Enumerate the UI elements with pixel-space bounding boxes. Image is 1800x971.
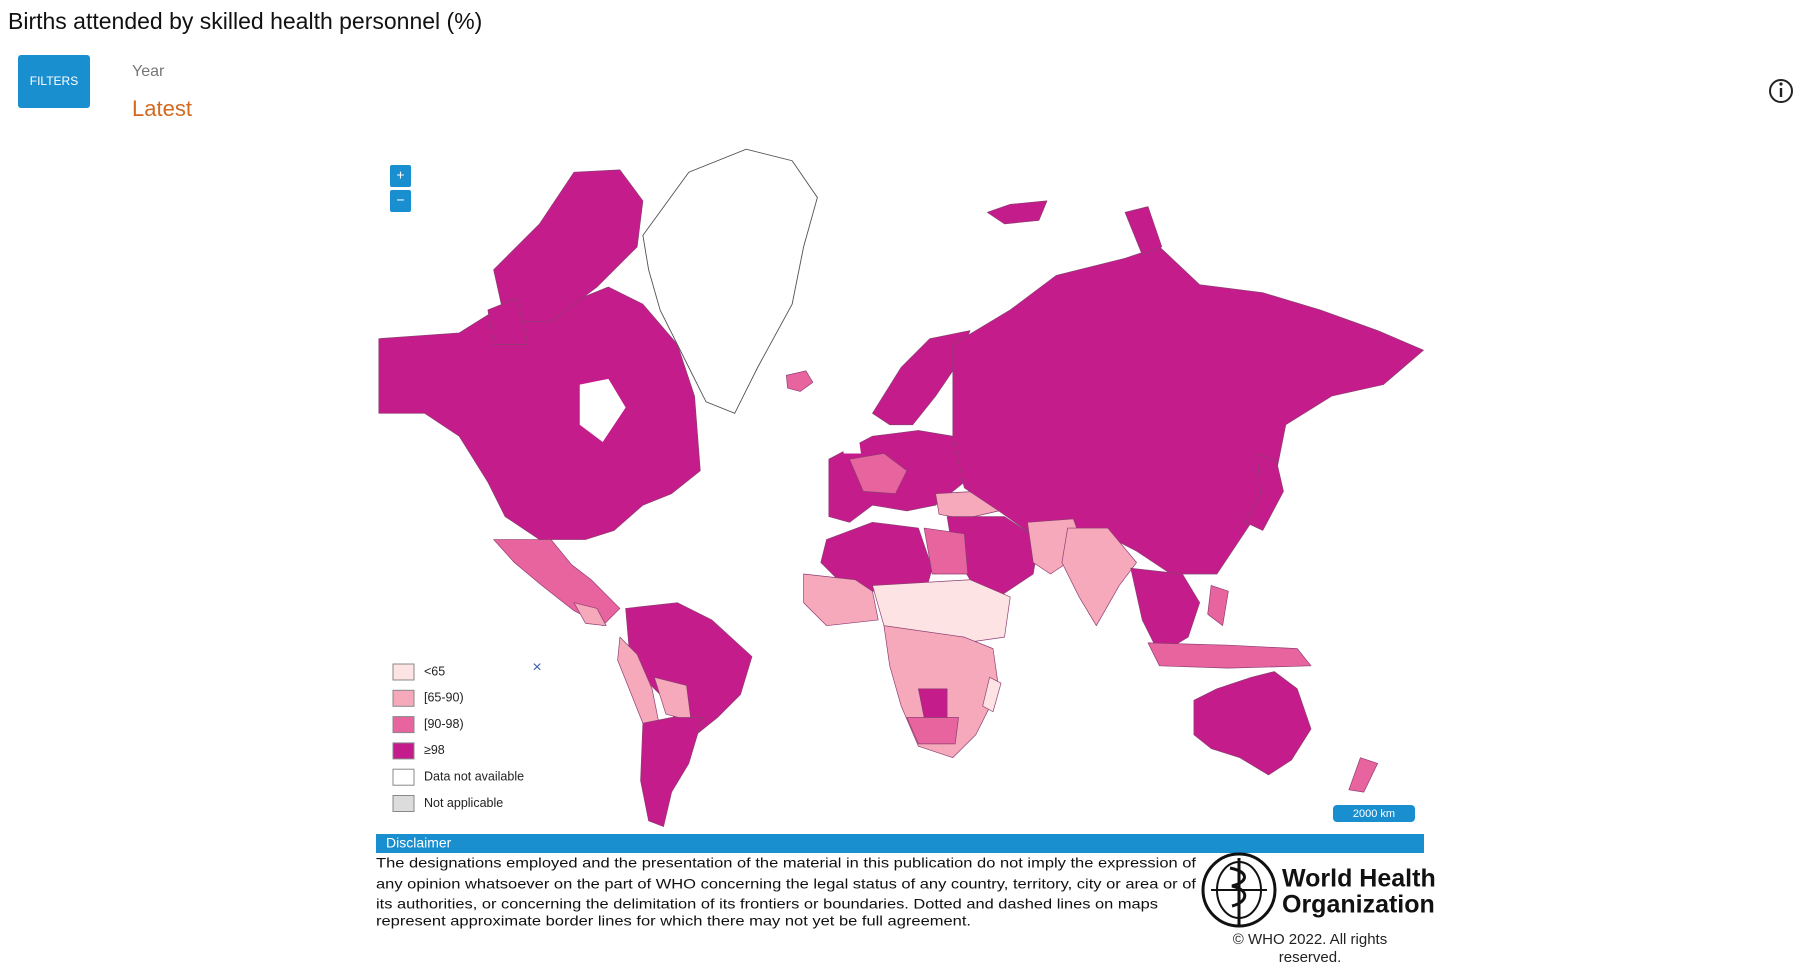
- scale-bar: [1333, 805, 1415, 822]
- copyright: © WHO 2022. All rights: [1233, 931, 1387, 948]
- north-america: [378, 286, 701, 540]
- world-map: [378, 148, 1424, 827]
- south-africa: [906, 717, 959, 745]
- iceland: [786, 370, 814, 392]
- info-icon-dot[interactable]: [1779, 82, 1783, 86]
- legend-swatch: [392, 663, 415, 681]
- hudson-bay: [579, 378, 626, 442]
- central-america-south: [573, 602, 607, 627]
- zoom-out-label[interactable]: −: [396, 192, 404, 208]
- zoom-in-label[interactable]: +: [396, 167, 404, 183]
- disclaimer-line: any opinion whatsoever on the part of WH…: [376, 876, 1196, 892]
- madagascar: [982, 676, 1002, 713]
- copyright: reserved.: [1279, 949, 1342, 966]
- legend-swatch: [392, 689, 415, 707]
- emblem-ring: [1201, 852, 1277, 928]
- arctic-islands: [493, 169, 644, 322]
- zoom-in-bg[interactable]: [390, 165, 411, 187]
- emblem-serpent: [1229, 866, 1247, 908]
- legend-label: [90-98): [424, 717, 464, 731]
- russia-china: [952, 246, 1424, 575]
- legend-swatch: [392, 768, 415, 786]
- svalbard: [986, 200, 1048, 225]
- disclaimer-line: The designations employed and the presen…: [376, 855, 1196, 871]
- legend-swatch: [392, 742, 415, 760]
- info-icon[interactable]: [1769, 79, 1793, 103]
- page-title: Births attended by skilled health person…: [8, 8, 482, 34]
- who-emblem: [1201, 852, 1277, 928]
- info-icon-ring[interactable]: [1769, 79, 1793, 103]
- logo-text: Organization: [1282, 891, 1435, 919]
- scale-bar-label: 2000 km: [1353, 808, 1395, 820]
- japan: [1245, 453, 1284, 531]
- europe-west: [849, 453, 908, 494]
- filters-button[interactable]: FILTERS: [18, 55, 90, 108]
- filters-button-bg[interactable]: [18, 55, 90, 108]
- legend-label: Data not available: [424, 769, 524, 783]
- legend-label: ≥98: [424, 743, 445, 757]
- arctic-russia: [1124, 206, 1163, 256]
- legend-close[interactable]: ×: [532, 659, 541, 676]
- year-label: Year: [132, 63, 165, 80]
- legend: × <65 [65-90) [90-98) ≥98 Data not available…: [392, 659, 542, 812]
- australia: [1193, 671, 1312, 776]
- philippines: [1207, 585, 1229, 627]
- new-zealand: [1348, 757, 1378, 793]
- west-africa: [803, 573, 879, 627]
- mexico-central-america: [493, 539, 621, 627]
- legend-label: [65-90): [424, 691, 464, 705]
- legend-label: <65: [424, 664, 445, 678]
- greenland: [642, 148, 818, 414]
- british-isles: [838, 413, 861, 454]
- disclaimer-line: its authorities, or concerning the delim…: [376, 896, 1158, 912]
- year-value[interactable]: Latest: [132, 96, 192, 121]
- legend-swatch: [392, 716, 415, 734]
- legend-swatch: [392, 795, 415, 812]
- arctic-island: [487, 298, 529, 345]
- india: [1061, 527, 1137, 627]
- south-america-south: [640, 717, 703, 827]
- logo-text: World Health: [1282, 865, 1436, 893]
- zoom-in[interactable]: +: [390, 165, 411, 187]
- zoom-out-bg[interactable]: [390, 190, 411, 212]
- disclaimer-line: represent approximate border lines for w…: [376, 913, 971, 929]
- legend-label: Not applicable: [424, 796, 503, 810]
- disclaimer-bar: [376, 834, 1424, 853]
- zoom-out[interactable]: −: [390, 190, 411, 212]
- indonesia: [1147, 642, 1312, 669]
- southeast-asia: [1130, 567, 1201, 655]
- disclaimer-heading: Disclaimer: [386, 835, 452, 851]
- filters-button-label[interactable]: FILTERS: [30, 74, 78, 88]
- egypt: [923, 527, 969, 575]
